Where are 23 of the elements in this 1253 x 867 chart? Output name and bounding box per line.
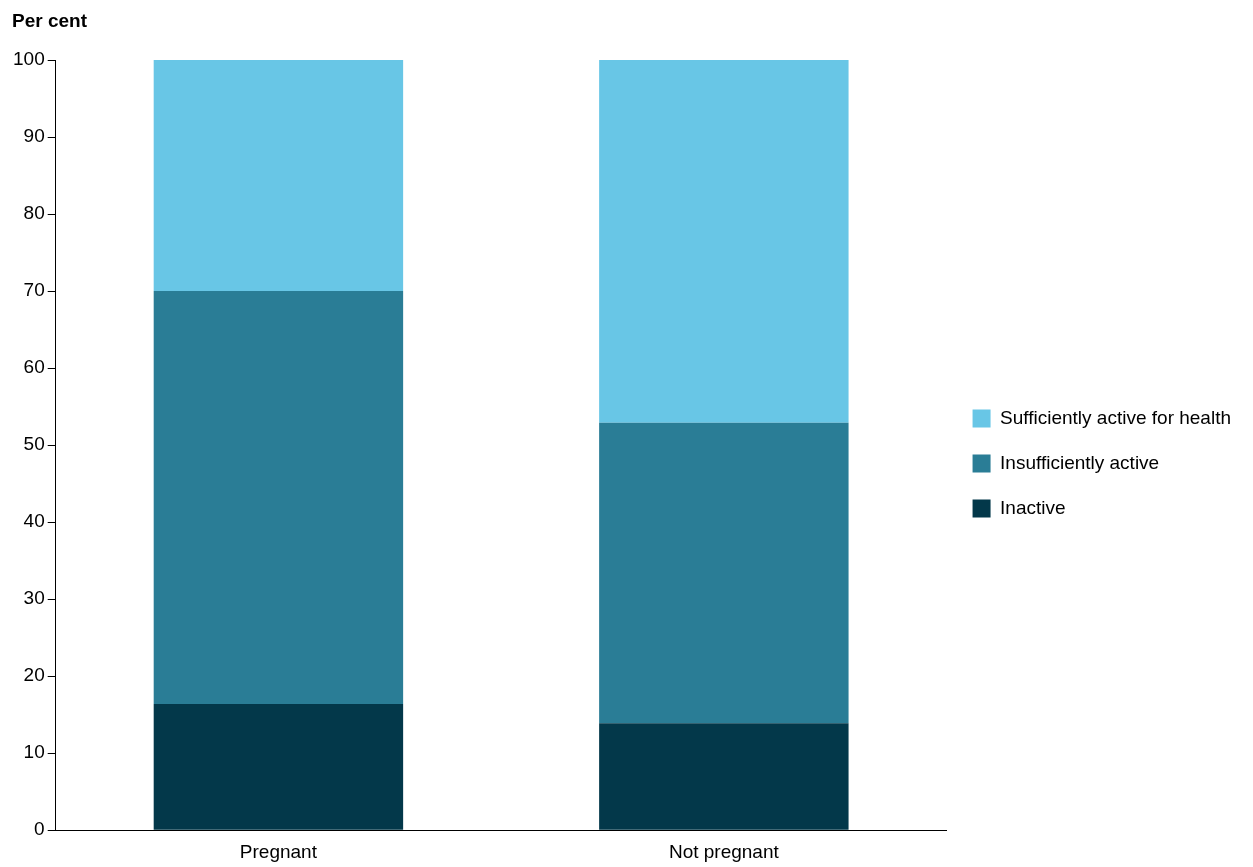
- y-tick-label: 50: [23, 433, 45, 455]
- y-tick-label: 10: [23, 741, 45, 763]
- legend-label: Inactive: [1000, 496, 1066, 518]
- bar: [153, 291, 404, 704]
- y-tick-label: 40: [23, 510, 45, 532]
- y-tick-label: 30: [23, 587, 45, 609]
- y-tick-label: 20: [23, 664, 45, 686]
- y-tick-label: 80: [23, 202, 45, 224]
- y-tick-label: 60: [23, 356, 45, 378]
- legend-label: Sufficiently active for health: [1000, 406, 1232, 428]
- y-axis-title: Per cent: [12, 9, 88, 31]
- bar: [599, 60, 849, 423]
- y-tick-label: 100: [13, 48, 45, 70]
- x-tick-label: Not pregnant: [668, 840, 780, 862]
- bar: [153, 60, 404, 292]
- y-tick-label: 70: [23, 279, 45, 301]
- y-tick-label: 90: [23, 125, 45, 147]
- y-tick-label: 0: [34, 818, 45, 840]
- bar: [153, 703, 404, 830]
- bar: [599, 723, 849, 830]
- bar: [599, 422, 849, 724]
- x-tick-label: Pregnant: [239, 840, 318, 862]
- legend-label: Insufficiently active: [1000, 451, 1160, 473]
